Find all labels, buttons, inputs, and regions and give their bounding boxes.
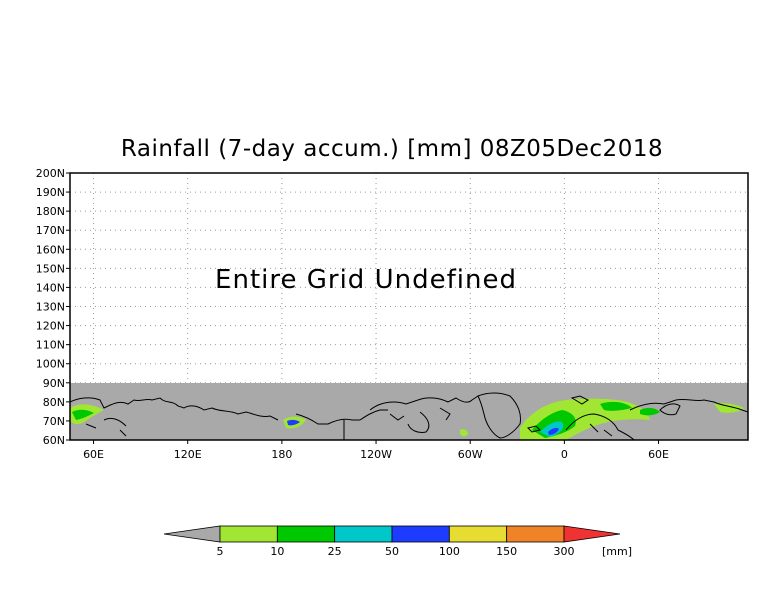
precip-patch-green-east xyxy=(640,407,660,416)
lat-label: 200N xyxy=(36,167,65,180)
colorbar-underflow-triangle xyxy=(163,525,221,543)
colorbar-tick-label: 5 xyxy=(217,545,224,558)
lat-label: 100N xyxy=(36,358,65,371)
lon-label: 60E xyxy=(648,448,669,461)
colorbar-tick-label: 100 xyxy=(439,545,460,558)
lat-label: 110N xyxy=(36,339,65,352)
lat-label: 60N xyxy=(43,434,65,447)
colorbar-tick-label: 50 xyxy=(385,545,399,558)
longitude-axis-labels: 60E 120E 180 120W 60W 0 60E xyxy=(83,440,669,461)
lat-label: 80N xyxy=(43,396,65,409)
coastlines xyxy=(69,392,749,441)
lat-label: 160N xyxy=(36,243,65,256)
lat-label: 190N xyxy=(36,186,65,199)
lon-label: 120W xyxy=(360,448,392,461)
coast-arctic-canada xyxy=(369,395,479,411)
colorbar-tick-label: 150 xyxy=(496,545,517,558)
undefined-grid-message: Entire Grid Undefined xyxy=(215,265,517,295)
colorbar-overflow-triangle xyxy=(563,525,621,543)
colorbar-tick-label: 25 xyxy=(328,545,342,558)
coast-svalbard xyxy=(570,395,589,405)
lon-label: 180 xyxy=(271,448,292,461)
coast-russia-north xyxy=(629,398,749,413)
precip-patch-east-edge xyxy=(714,403,744,413)
colorbar-segment xyxy=(276,525,336,543)
colorbar-segment xyxy=(506,525,565,543)
coast-novaya-zemlya xyxy=(659,403,681,416)
colorbar-segment xyxy=(219,525,278,543)
colorbar-tick-label: 10 xyxy=(270,545,284,558)
coast-greenland xyxy=(477,392,521,439)
lon-label: 120E xyxy=(174,448,202,461)
lat-label: 140N xyxy=(36,281,65,294)
lon-label: 60E xyxy=(83,448,104,461)
precipitation-patches xyxy=(70,398,744,440)
precip-patch-canada xyxy=(460,429,468,437)
colorbar-segment xyxy=(448,525,508,543)
lat-label: 130N xyxy=(36,301,65,314)
coast-alaska xyxy=(295,409,388,425)
coast-iceland xyxy=(527,425,541,433)
map-title: Rainfall (7-day accum.) [mm] 08Z05Dec201… xyxy=(120,136,664,162)
lat-label: 120N xyxy=(36,320,65,333)
precip-patch-west-core xyxy=(72,409,94,420)
colorbar-segment xyxy=(334,525,393,543)
precip-patch-atlantic-cyan xyxy=(540,421,564,437)
lat-label: 70N xyxy=(43,415,65,428)
colorbar-unit-label: [mm] xyxy=(602,545,632,558)
coast-scandinavia xyxy=(565,413,635,441)
lat-label: 90N xyxy=(43,377,65,390)
lon-label: 0 xyxy=(561,448,568,461)
precip-patch-bering-core xyxy=(287,419,300,426)
colorbar-tick-label: 300 xyxy=(554,545,575,558)
lat-label: 170N xyxy=(36,224,65,237)
lat-label: 150N xyxy=(36,262,65,275)
precip-patch-norway xyxy=(600,401,632,411)
colorbar: 5 10 25 50 100 150 300 [mm] xyxy=(163,525,632,558)
lat-label: 180N xyxy=(36,205,65,218)
lon-label: 60W xyxy=(458,448,483,461)
coast-siberia-west xyxy=(69,397,279,421)
coast-kamchatka xyxy=(85,417,127,437)
colorbar-segment xyxy=(391,525,450,543)
precip-patch-atlantic-blue xyxy=(548,428,559,435)
coast-hudson xyxy=(389,407,451,433)
latitude-axis-labels: 200N 190N 180N 170N 160N 150N 140N 130N 120N 110N… xyxy=(36,167,70,447)
